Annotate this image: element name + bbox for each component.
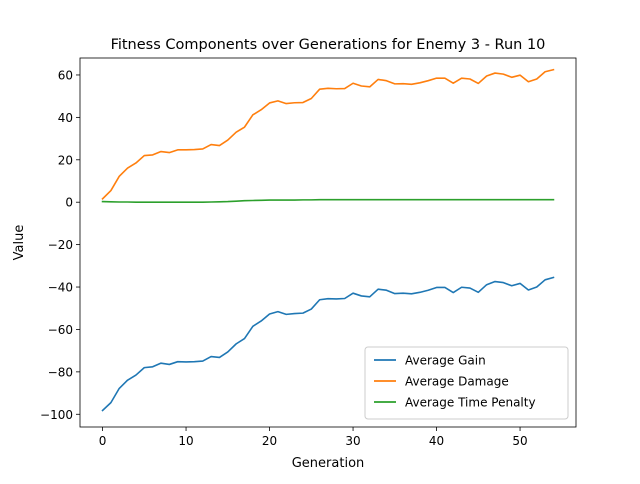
y-tick-label: −80 — [48, 365, 73, 379]
y-tick-label: 20 — [58, 153, 73, 167]
legend-label: Average Gain — [405, 354, 486, 368]
y-tick-label: 0 — [65, 196, 73, 210]
legend-label: Average Time Penalty — [405, 396, 536, 410]
chart-title: Fitness Components over Generations for … — [111, 37, 546, 53]
legend-label: Average Damage — [405, 375, 509, 389]
plot-frame — [79, 57, 577, 428]
series-line-2 — [101, 198, 555, 204]
x-tick-label: 0 — [99, 434, 107, 448]
legend: Average Gain Average Damage Average Time P… — [364, 346, 569, 420]
y-axis-ticks: −100 −80 −60 −40 −20 0 20 40 60 — [40, 68, 80, 422]
x-tick-label: 20 — [262, 434, 277, 448]
y-tick-label: −60 — [48, 323, 73, 337]
x-tick-label: 30 — [345, 434, 360, 448]
x-tick-label: 10 — [178, 434, 193, 448]
series-line-0 — [101, 276, 555, 412]
series-layer — [101, 68, 555, 412]
y-tick-label: −100 — [40, 408, 73, 422]
x-tick-label: 50 — [512, 434, 527, 448]
x-axis-label: Generation — [292, 456, 365, 471]
x-axis-ticks: 0 10 20 30 40 50 — [99, 427, 528, 448]
y-tick-label: 40 — [58, 111, 73, 125]
x-tick-label: 40 — [429, 434, 444, 448]
y-tick-label: −40 — [48, 281, 73, 295]
y-axis-label: Value — [12, 225, 27, 261]
y-tick-label: −20 — [48, 238, 73, 252]
y-tick-label: 60 — [58, 68, 73, 82]
series-line-1 — [101, 68, 555, 200]
legend-box — [364, 346, 569, 420]
